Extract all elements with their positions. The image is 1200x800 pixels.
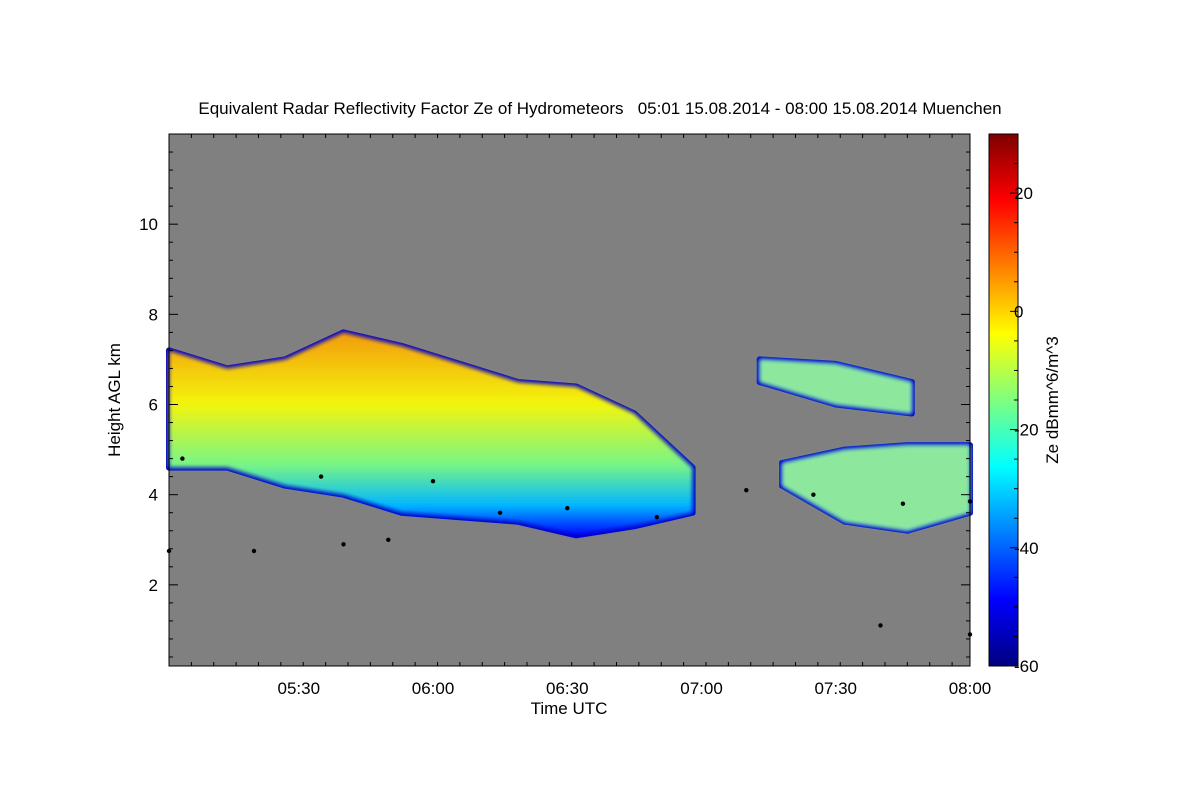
y-tick-label: 4: [149, 486, 158, 505]
chart-title: Equivalent Radar Reflectivity Factor Ze …: [198, 99, 1002, 118]
detection-point: [386, 537, 391, 542]
x-tick-label: 06:30: [546, 679, 589, 698]
y-tick-label: 2: [149, 576, 158, 595]
x-axis-label: Time UTC: [531, 699, 608, 718]
detection-point: [180, 456, 185, 461]
colorbar: [988, 133, 1019, 667]
colorbar-tick-label: -40: [1014, 539, 1039, 558]
cloud-layer-lower-right-core: [782, 445, 970, 531]
y-tick-label: 8: [149, 305, 158, 324]
detection-point: [811, 492, 816, 497]
cloud-layer-main: [169, 332, 693, 536]
colorbar-tick-label: 20: [1014, 184, 1033, 203]
colorbar-tick-label: -60: [1014, 657, 1039, 676]
detection-point: [878, 623, 883, 628]
x-tick-label: 05:30: [277, 679, 320, 698]
colorbar-label: Ze dBmm^6/m^3: [1043, 336, 1062, 463]
detection-point: [430, 479, 436, 484]
colorbar-tick-label: -20: [1014, 421, 1039, 440]
detection-point: [497, 510, 503, 515]
colorbar-axis: -60 -40 -20 0 20: [1010, 133, 1039, 676]
x-axis: 05:30 06:00 06:30 07:00 07:30 08:00: [168, 134, 992, 698]
detection-point: [318, 474, 324, 479]
detection-point: [341, 542, 346, 547]
detection-point: [654, 515, 659, 520]
y-axis-label: Height AGL km: [105, 343, 124, 457]
plot-frame: [168, 133, 971, 667]
x-tick-label: 08:00: [949, 679, 992, 698]
cloud-layers: [166, 329, 973, 539]
cloud-base-detections: [166, 456, 973, 637]
detection-point: [251, 548, 257, 554]
x-tick-label: 07:30: [814, 679, 857, 698]
detection-point: [565, 506, 570, 511]
cloud-layer-upper-right-core: [759, 359, 912, 414]
detection-point: [744, 488, 749, 493]
x-tick-label: 07:00: [680, 679, 723, 698]
x-tick-label: 06:00: [412, 679, 455, 698]
y-tick-label: 10: [139, 215, 158, 234]
y-axis: 2 4 6 8 10: [139, 133, 970, 658]
colorbar-tick-label: 0: [1014, 302, 1023, 321]
y-tick-label: 6: [149, 396, 158, 415]
detection-point: [900, 501, 906, 506]
